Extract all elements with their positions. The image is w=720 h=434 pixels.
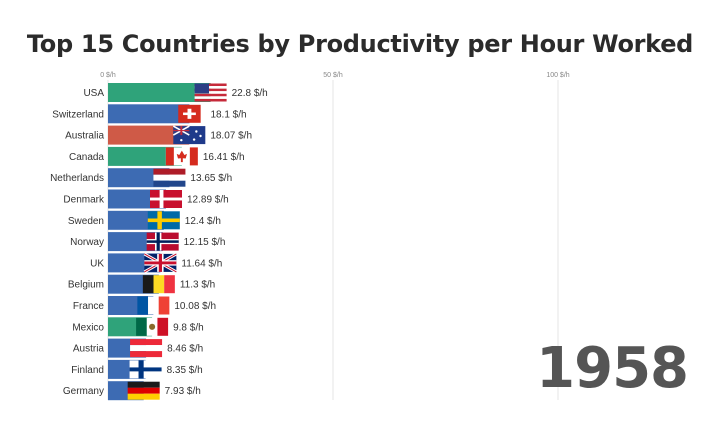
value-label: 18.1 $/h xyxy=(210,109,246,120)
category-label: Denmark xyxy=(63,195,105,206)
year-label: 1958 xyxy=(536,336,689,401)
bar-row-sweden: Sweden 12.4 $/h xyxy=(68,210,221,230)
value-label: 16.41 $/h xyxy=(203,152,245,163)
bar-row-germany: Germany 7.93 $/h xyxy=(63,381,201,401)
flag-norway-icon xyxy=(146,232,179,251)
category-label: Australia xyxy=(65,131,104,142)
category-label: Mexico xyxy=(72,322,104,333)
value-label: 8.35 $/h xyxy=(167,365,203,376)
category-label: Germany xyxy=(63,386,104,397)
value-label: 13.65 $/h xyxy=(190,173,232,184)
flag-uk-icon xyxy=(143,252,178,274)
flag-denmark-icon xyxy=(150,190,183,208)
flag-switzerland-icon xyxy=(178,104,201,123)
flag-netherlands-icon xyxy=(153,168,186,187)
flag-canada-icon xyxy=(165,147,198,166)
bar-row-uk: UK 11.64 $/h xyxy=(90,252,222,274)
value-label: 7.93 $/h xyxy=(165,386,201,397)
value-label: 22.8 $/h xyxy=(232,88,268,99)
flag-usa-icon xyxy=(194,83,227,102)
category-label: Austria xyxy=(73,344,105,355)
value-label: 10.08 $/h xyxy=(174,301,216,312)
bar xyxy=(108,146,182,166)
bar-row-belgium: Belgium 11.3 $/h xyxy=(68,274,215,294)
value-label: 8.46 $/h xyxy=(167,344,203,355)
bar-row-australia: Australia 18.07 $/h xyxy=(65,125,252,145)
bar-row-france: France 10.08 $/h xyxy=(73,296,216,315)
category-label: Belgium xyxy=(68,280,104,291)
bar-row-canada: Canada 16.41 $/h xyxy=(69,146,245,166)
category-label: Norway xyxy=(70,237,104,248)
value-label: 9.8 $/h xyxy=(173,322,204,333)
chart-title: Top 15 Countries by Productivity per Hou… xyxy=(26,30,694,58)
flag-france-icon xyxy=(137,296,170,315)
x-tick-label: 50 $/h xyxy=(323,72,343,79)
bar-row-norway: Norway 12.15 $/h xyxy=(70,232,226,252)
flag-finland-icon xyxy=(129,360,162,379)
x-tick-label: 0 $/h xyxy=(100,72,116,79)
value-label: 18.07 $/h xyxy=(210,131,252,142)
category-label: USA xyxy=(83,88,104,99)
flag-sweden-icon xyxy=(147,211,180,230)
bar-row-usa: USA 22.8 $/h xyxy=(83,83,268,102)
bar-row-switzerland: Switzerland 18.1 $/h xyxy=(52,104,247,124)
category-label: France xyxy=(73,301,105,312)
category-label: UK xyxy=(90,258,104,269)
flag-belgium-icon xyxy=(142,275,175,294)
flag-australia-icon xyxy=(172,125,206,145)
value-label: 12.89 $/h xyxy=(187,195,229,206)
bar-row-finland: Finland 8.35 $/h xyxy=(71,359,203,379)
value-label: 11.3 $/h xyxy=(180,280,215,291)
bar-row-denmark: Denmark 12.89 $/h xyxy=(63,189,229,209)
value-label: 12.4 $/h xyxy=(185,216,221,227)
bar xyxy=(108,125,190,145)
flag-mexico-icon xyxy=(136,317,169,336)
category-label: Netherlands xyxy=(50,173,104,184)
bar-row-austria: Austria 8.46 $/h xyxy=(73,338,203,358)
category-label: Switzerland xyxy=(52,109,104,120)
bar xyxy=(108,83,211,102)
bar-row-mexico: Mexico 9.8 $/h xyxy=(72,317,204,337)
value-label: 12.15 $/h xyxy=(184,237,226,248)
bar-row-netherlands: Netherlands 13.65 $/h xyxy=(50,168,232,188)
value-label: 11.64 $/h xyxy=(181,258,222,269)
flag-austria-icon xyxy=(130,339,163,358)
category-label: Finland xyxy=(71,365,104,376)
flag-germany-icon xyxy=(127,381,160,400)
category-label: Sweden xyxy=(68,216,104,227)
bar xyxy=(108,104,190,124)
category-label: Canada xyxy=(69,152,104,163)
x-tick-label: 100 $/h xyxy=(546,72,569,79)
